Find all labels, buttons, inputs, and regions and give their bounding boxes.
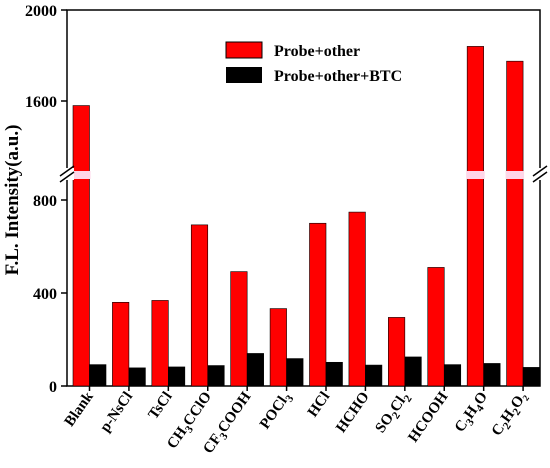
x-tick-label: HCOOH xyxy=(405,389,451,446)
break-gap xyxy=(533,168,547,180)
axis-break xyxy=(59,165,548,183)
x-tick-label: HCHO xyxy=(333,389,372,436)
x-tick-label: Blank xyxy=(62,389,97,430)
legend-swatch-probe-other xyxy=(225,41,263,59)
y-axis-label: F.L. Intensity(a.u.) xyxy=(2,125,23,276)
x-tick-label: C2​H2​O₂ xyxy=(489,389,533,441)
bar-probe-other xyxy=(388,317,406,387)
break-band xyxy=(466,171,485,179)
legend-label-probe-other-btc: Probe+other+BTC xyxy=(274,68,402,85)
bar-probe-other xyxy=(506,60,524,387)
bar-probe-other-btc xyxy=(522,367,540,387)
x-tick-label: p-NsCl xyxy=(97,389,136,435)
bar-probe-other-btc xyxy=(365,364,383,387)
y-tick-label: 1600 xyxy=(25,94,57,111)
bars xyxy=(72,46,540,387)
bar-probe-other xyxy=(230,271,248,387)
break-band xyxy=(505,171,525,179)
bar-probe-other-btc xyxy=(404,356,422,387)
break-slash xyxy=(59,165,75,177)
bar-probe-other xyxy=(112,301,130,387)
bar-probe-other xyxy=(269,308,287,387)
bar-probe-other xyxy=(348,211,366,387)
legend-label-probe-other: Probe+other xyxy=(274,43,360,60)
bar-probe-other xyxy=(427,267,445,387)
x-tick-label: TsCl xyxy=(146,389,176,422)
y-tick-label: 400 xyxy=(33,286,57,303)
x-tick-label: HCl xyxy=(305,389,333,420)
y-tick-label: 0 xyxy=(49,379,57,396)
plot-frame xyxy=(66,9,541,387)
bar-probe-other-btc xyxy=(325,361,343,387)
x-tick-label: POCl3​ xyxy=(257,389,297,434)
bar-probe-other-btc xyxy=(483,363,501,387)
break-gap xyxy=(60,168,74,180)
bar-probe-other xyxy=(190,224,209,387)
y-tick-label: 2000 xyxy=(25,3,57,20)
bar-probe-other-btc xyxy=(443,364,462,387)
legend-swatch-probe-other-btc xyxy=(226,67,262,83)
x-tick-label: C3​H4​O xyxy=(452,389,493,437)
break-band xyxy=(72,171,91,179)
break-slash xyxy=(59,171,75,183)
break-slash xyxy=(532,165,548,177)
bar-probe-other-btc xyxy=(246,353,264,387)
y-tick-label: 800 xyxy=(33,193,57,210)
bar-probe-other-btc xyxy=(168,366,186,387)
bar-probe-other-btc xyxy=(89,364,107,387)
bar-probe-other-btc xyxy=(207,365,225,387)
bar-probe-other xyxy=(72,105,90,387)
bar-probe-other-btc xyxy=(128,367,146,387)
bar-probe-other xyxy=(151,300,169,387)
break-slash xyxy=(532,171,548,183)
bar-probe-other xyxy=(466,46,484,387)
legend: Probe+other Probe+other+BTC xyxy=(225,41,402,85)
bar-probe-other xyxy=(309,222,327,387)
y-axis-ticks: 0 400 800 1600 2000 xyxy=(25,3,67,396)
bar-probe-other-btc xyxy=(286,358,304,387)
